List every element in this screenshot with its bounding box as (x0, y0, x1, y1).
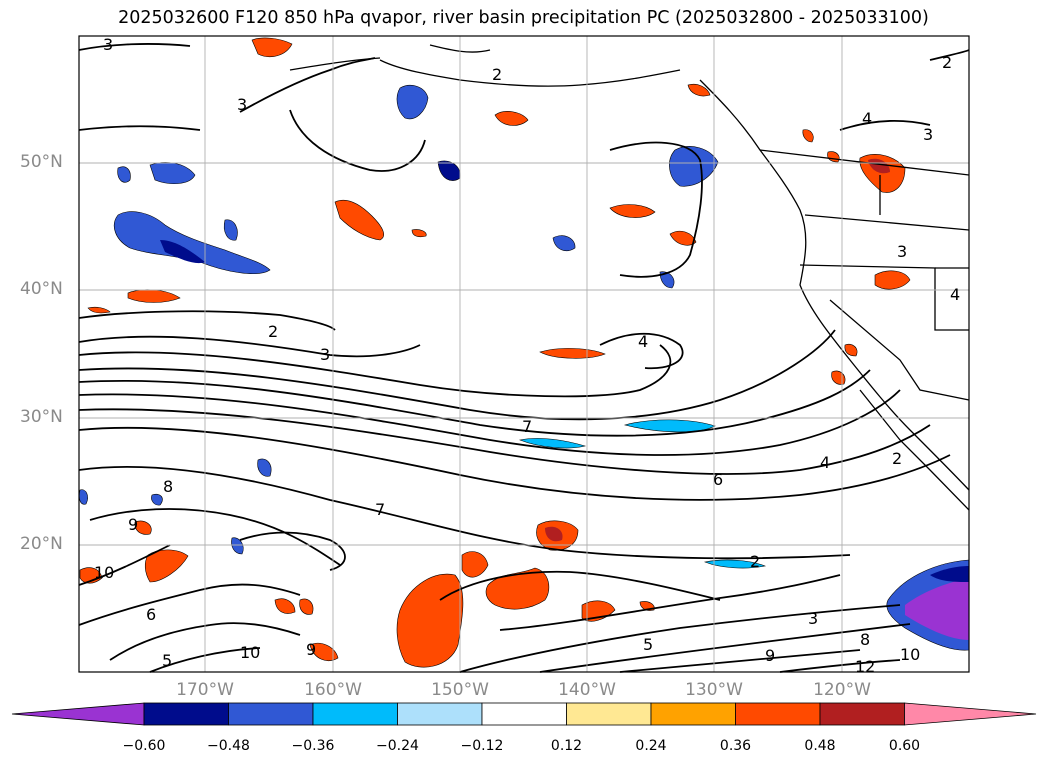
contour-label: 3 (897, 242, 907, 261)
contour-label: 9 (765, 646, 775, 665)
colorbar-tick: 0.24 (635, 738, 667, 754)
colorbar-tick: −0.12 (460, 738, 504, 754)
colorbar-tick: −0.24 (376, 738, 419, 754)
colorbar-tick: −0.60 (122, 738, 166, 754)
lon-label: 160°W (304, 680, 362, 700)
colorbar-tick: 0.12 (550, 738, 583, 754)
lon-label: 140°W (558, 680, 616, 700)
contour-label: 3 (923, 125, 933, 144)
contour-label: 12 (855, 657, 875, 676)
lat-label: 20°N (20, 534, 63, 554)
contour-label: 7 (375, 500, 385, 519)
colorbar-tick: 0.48 (804, 738, 836, 754)
contour-label: 3 (320, 345, 330, 364)
map-panel (79, 36, 969, 672)
lon-label: 120°W (813, 680, 871, 700)
colorbar (11, 702, 1037, 726)
contour-label: 5 (643, 635, 653, 654)
contour-label: 9 (306, 640, 316, 659)
colorbar-tick: −0.48 (207, 738, 250, 754)
grid-lines (79, 36, 969, 672)
colorbar-tick: 0.36 (719, 738, 752, 754)
contour-label: 4 (862, 109, 872, 128)
contour-label: 4 (820, 453, 830, 472)
contour-label: 2 (892, 449, 902, 468)
lon-label: 150°W (431, 680, 489, 700)
precip-anomaly-shading (78, 85, 970, 651)
contour-labels: 2 3 4 7 6 4 2 2 3 8 10 12 5 9 8 9 10 6 1… (94, 35, 960, 676)
qvapor-contours (78, 43, 970, 673)
map-title: 2025032600 F120 850 hPa qvapor, river ba… (118, 8, 929, 28)
lat-label: 50°N (20, 152, 63, 172)
lon-label: 170°W (176, 680, 234, 700)
contour-label: 2 (750, 552, 760, 571)
contour-label: 4 (950, 285, 960, 304)
contour-label: 8 (860, 630, 870, 649)
contour-label: 2 (942, 53, 952, 72)
colorbar-extend-max (904, 702, 1037, 726)
contour-label: 3 (808, 609, 818, 628)
contour-label: 3 (103, 35, 113, 54)
contour-label: 6 (146, 605, 156, 624)
colorbar-tick: −0.36 (291, 738, 335, 754)
contour-label: 10 (900, 645, 920, 664)
contour-label: 7 (522, 417, 532, 436)
contour-label: 9 (128, 515, 138, 534)
coastlines (289, 44, 970, 511)
lat-label: 30°N (20, 407, 63, 427)
precip-positive-shading (79, 37, 911, 668)
lat-label: 40°N (20, 279, 63, 299)
colorbar-tick: 0.60 (888, 738, 921, 754)
lon-label: 130°W (685, 680, 743, 700)
contour-label: 2 (492, 65, 502, 84)
contour-label: 10 (94, 563, 114, 582)
contour-label: 10 (240, 643, 260, 662)
contour-label: 5 (162, 651, 172, 670)
contour-label: 2 (268, 322, 278, 341)
colorbar-extend-min (11, 702, 145, 726)
contour-label: 4 (638, 332, 648, 351)
map-frame (78, 35, 970, 673)
contour-label: 6 (713, 470, 723, 489)
contour-label: 3 (237, 95, 247, 114)
contour-label: 8 (163, 477, 173, 496)
